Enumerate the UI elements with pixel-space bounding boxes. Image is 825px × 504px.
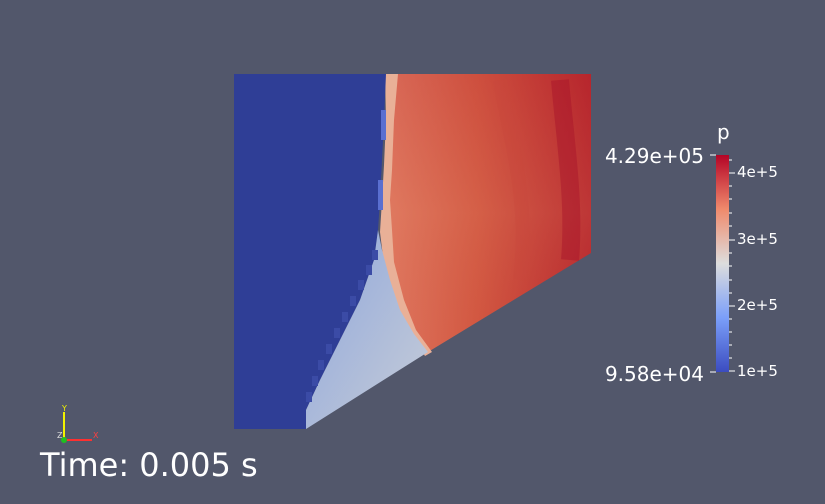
- orientation-axes[interactable]: [61, 412, 92, 443]
- colorbar-tick-label: 4e+5: [737, 163, 778, 181]
- time-annotation: Time: 0.005 s: [40, 446, 258, 484]
- colorbar[interactable]: [716, 155, 729, 372]
- z-axis-arrow: [61, 437, 67, 443]
- colorbar-tick-label: 3e+5: [737, 230, 778, 248]
- shock-band: [380, 74, 432, 356]
- colorbar-ticks: [729, 159, 735, 372]
- expansion-region: [306, 230, 428, 429]
- pressure-streak: [493, 78, 530, 281]
- pressure-streak: [551, 79, 581, 261]
- range-min-label: 9.58e+04: [604, 362, 704, 386]
- range-max-label: 4.29e+05: [604, 144, 704, 168]
- high-pressure-shading: [384, 74, 591, 352]
- colorbar-title: p: [717, 120, 730, 144]
- z-axis-label: Z: [57, 431, 63, 440]
- colorbar-tick-label: 2e+5: [737, 296, 778, 314]
- colorbar-tick-label: 1e+5: [737, 362, 778, 380]
- x-axis-label: X: [93, 431, 99, 440]
- low-pressure-region: [234, 74, 386, 429]
- y-axis-label: Y: [62, 404, 67, 413]
- mesh-cell-steps: [306, 110, 386, 402]
